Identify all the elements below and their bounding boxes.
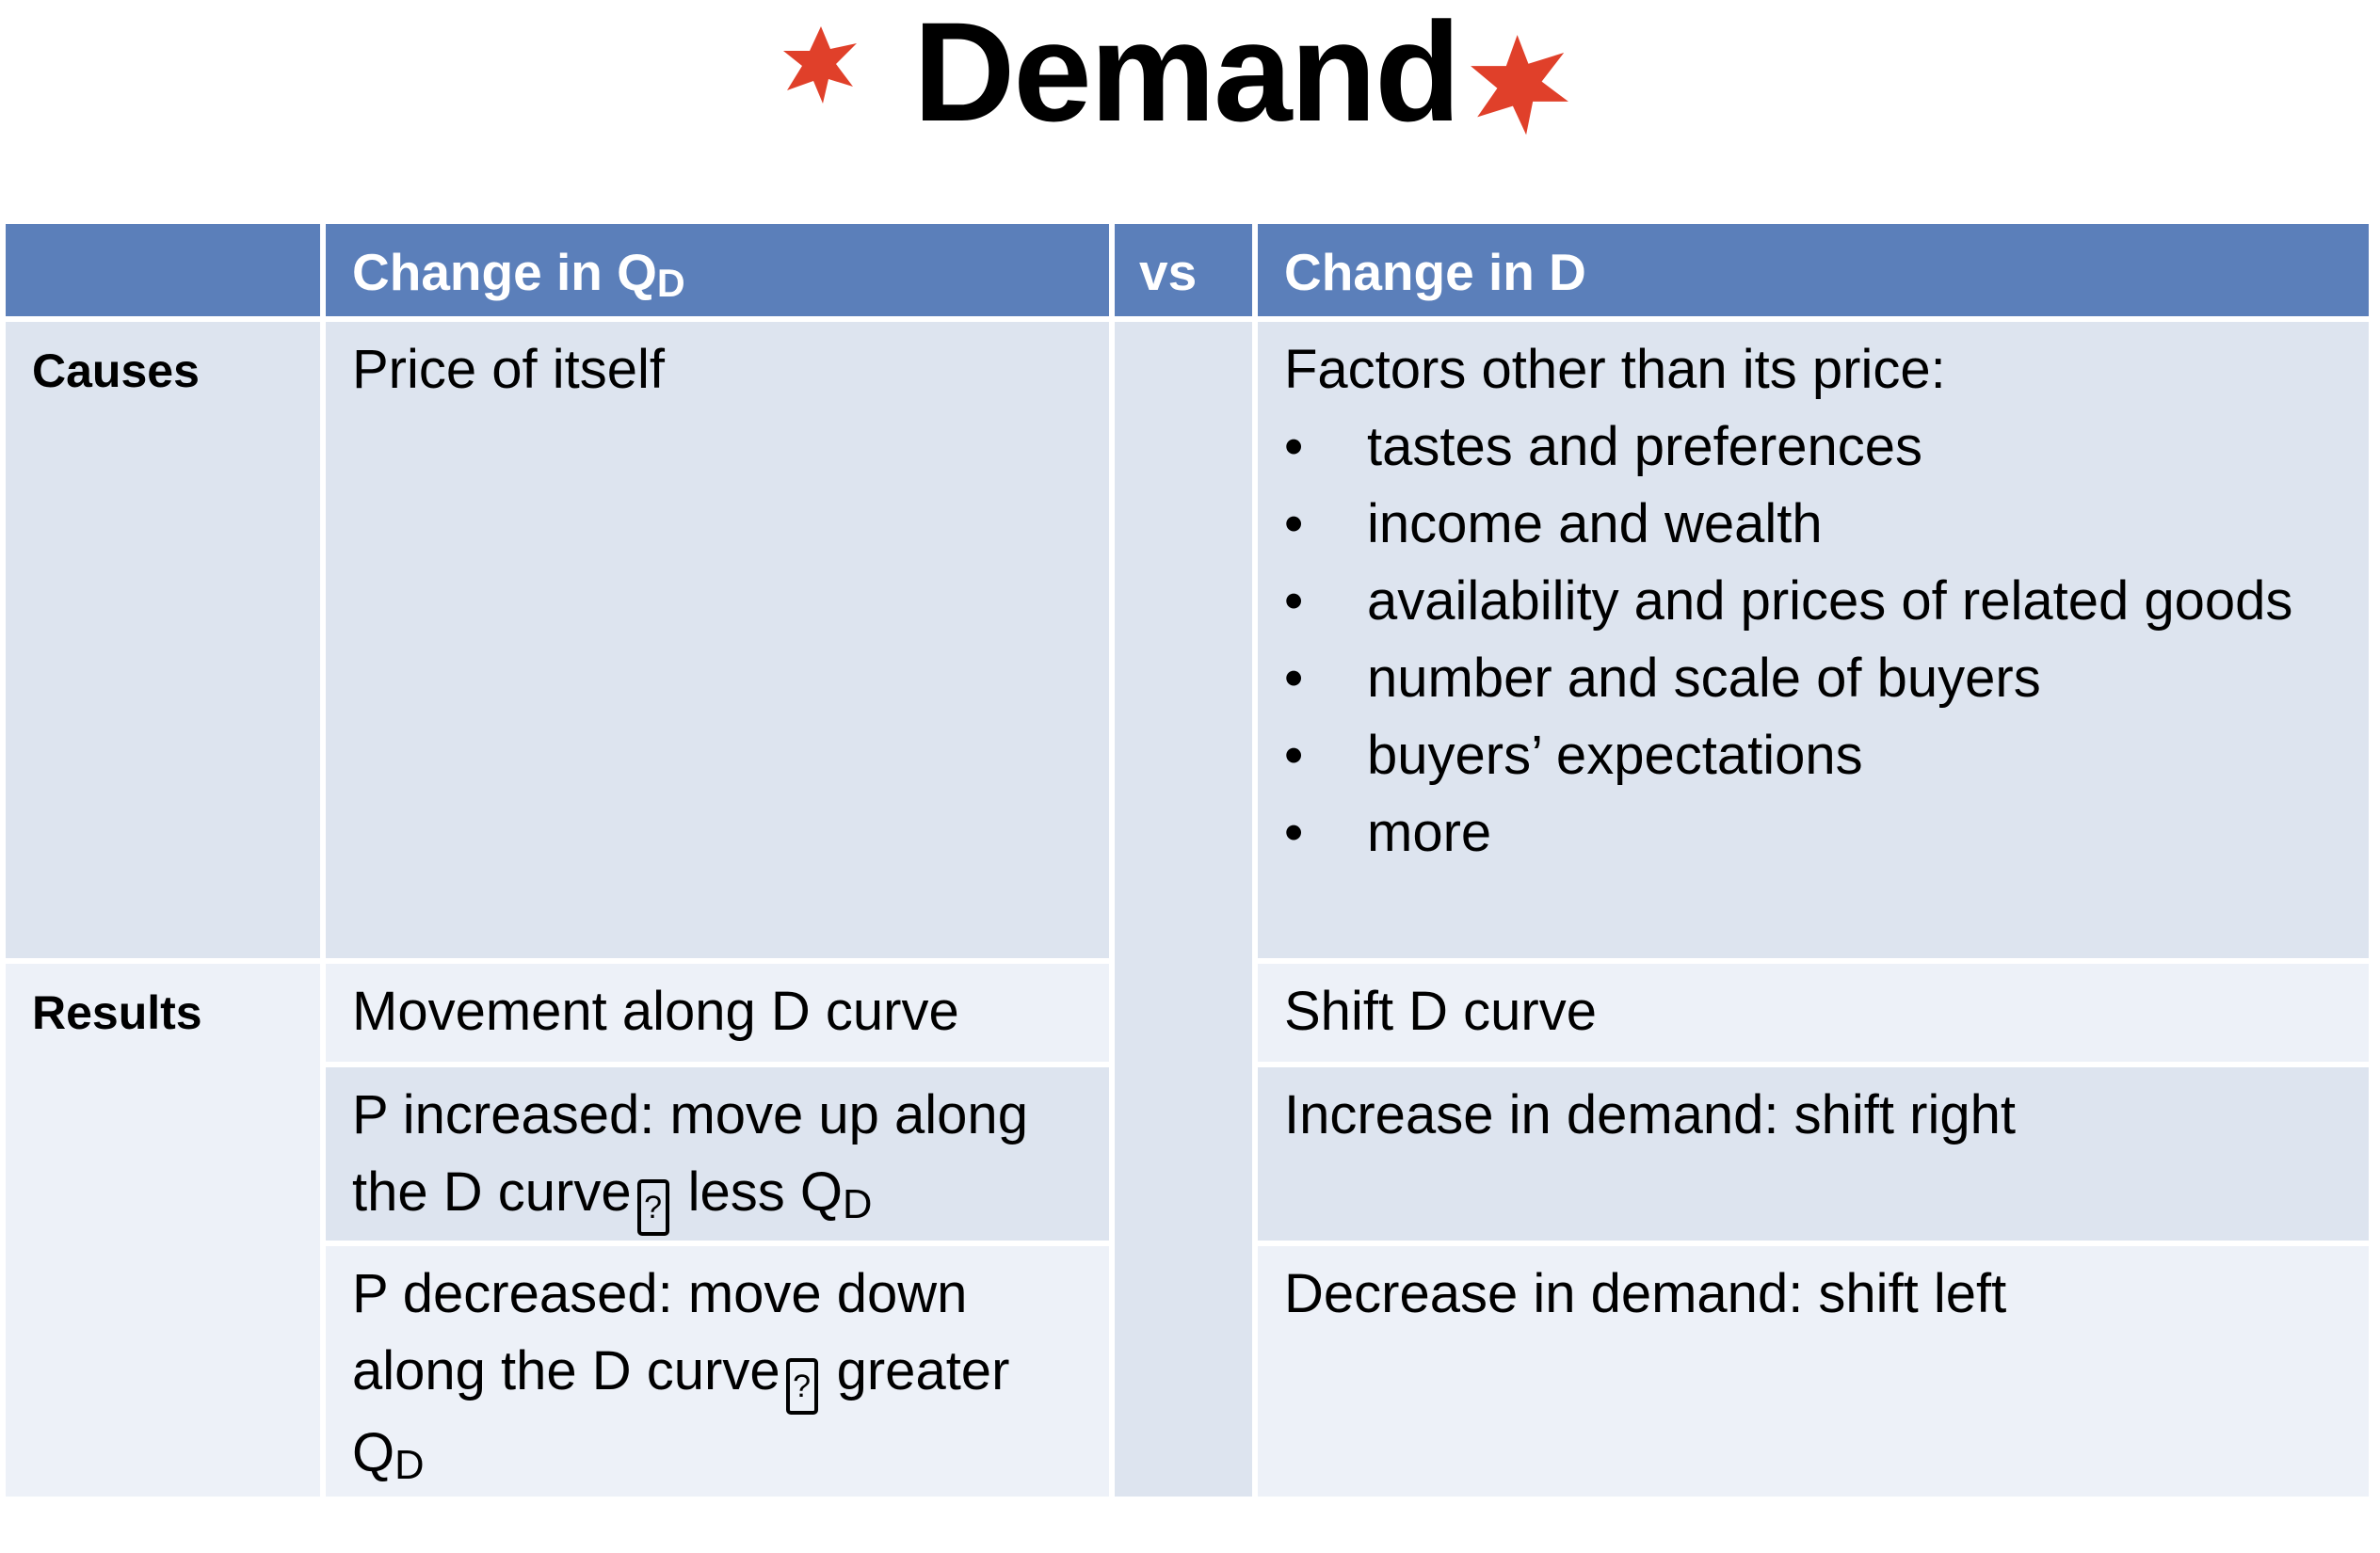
title-area: Demand: [0, 0, 2380, 188]
bullet-dot: •: [1284, 416, 1304, 477]
unknown-glyph-icon: ?: [636, 1179, 669, 1236]
bullet-item: • buyers’ expectations: [1284, 717, 2342, 794]
bullet-item: • income and wealth: [1284, 486, 2342, 563]
red-star-left-icon: [783, 26, 857, 104]
causes-d-intro: Factors other than its price:: [1284, 339, 1946, 400]
vs-column-band: [1115, 322, 1252, 1497]
results-qd-movement: Movement along D curve: [326, 964, 1109, 1062]
bullet-dot: •: [1284, 648, 1304, 709]
demand-comparison-table: Change in QD vs Change in D Causes Price…: [0, 218, 2374, 1502]
header-change-in-qd: Change in QD: [326, 224, 1109, 316]
bullet-item: • number and scale of buyers: [1284, 640, 2342, 717]
header-qd-subscript: D: [656, 262, 685, 306]
results-d-increase: Increase in demand: shift right: [1258, 1067, 2369, 1241]
page-title: Demand: [913, 0, 1461, 151]
header-qd-text: Change in Q: [352, 243, 657, 301]
bullet-dot: •: [1284, 570, 1304, 632]
row-label-results: Results: [6, 964, 320, 1497]
bullet-item: • availability and prices of related good…: [1284, 563, 2342, 640]
header-vs: vs: [1115, 224, 1252, 316]
results-d-shift: Shift D curve: [1258, 964, 2369, 1062]
results-qd-price-increased: P increased: move up along the D curve? l…: [326, 1067, 1109, 1241]
bullet-item: • more: [1284, 794, 2342, 872]
bullet-item: • tastes and preferences: [1284, 408, 2342, 486]
bullet-dot: •: [1284, 493, 1304, 554]
red-star-right-icon: [1471, 35, 1568, 136]
causes-d-cell: Factors other than its price: • tastes an…: [1258, 322, 2369, 958]
header-blank-cell: [6, 224, 320, 316]
causes-qd-cell: Price of itself: [326, 322, 1109, 958]
results-qd-price-decreased: P decreased: move down along the D curve…: [326, 1246, 1109, 1497]
results-d-decrease: Decrease in demand: shift left: [1258, 1246, 2369, 1497]
bullet-dot: •: [1284, 725, 1304, 786]
causes-d-bullet-list: • tastes and preferences • income and weal…: [1284, 408, 2342, 872]
bullet-dot: •: [1284, 802, 1304, 863]
row-label-causes: Causes: [6, 322, 320, 958]
header-change-in-d: Change in D: [1258, 224, 2369, 316]
unknown-glyph-icon: ?: [785, 1358, 818, 1415]
